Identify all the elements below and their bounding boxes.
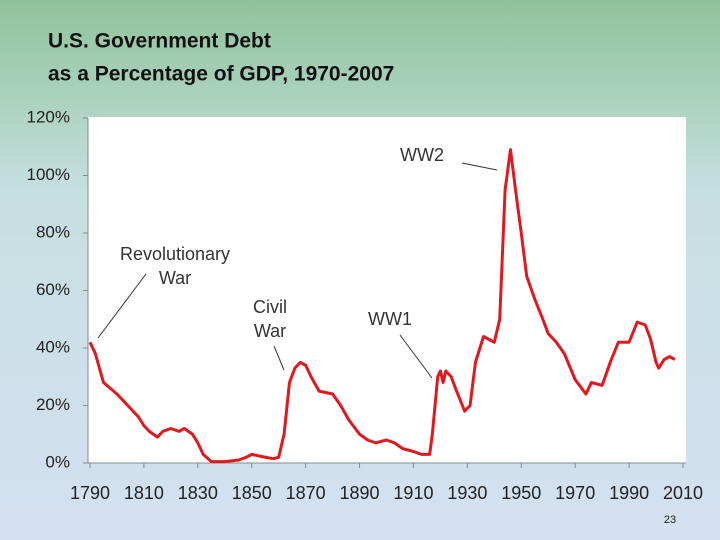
annotation: War [254, 321, 286, 341]
leader-line [97, 273, 147, 339]
y-tick-label: 80% [36, 222, 70, 241]
x-tick-label: 1870 [286, 483, 326, 503]
y-tick-label: 0% [45, 452, 70, 471]
chart-subtitle: as a Percentage of GDP, 1970-2007 [48, 63, 394, 86]
y-tick-label: 40% [36, 337, 70, 356]
annotation: WW1 [368, 309, 412, 329]
y-tick-label: 120% [27, 107, 70, 126]
data-line [88, 148, 676, 464]
x-tick-label: 2010 [663, 483, 703, 503]
leader-line [461, 162, 498, 171]
y-tick-label: 20% [36, 395, 70, 414]
x-tick-label: 1830 [178, 483, 218, 503]
x-tick-label: 1850 [232, 483, 272, 503]
y-tick-label: 60% [36, 280, 70, 299]
x-tick-label: 1990 [609, 483, 649, 503]
x-tick-label: 1910 [393, 483, 433, 503]
x-tick-label: 1810 [124, 483, 164, 503]
x-tick-label: 1790 [70, 483, 110, 503]
x-tick-label: 1890 [340, 483, 380, 503]
annotation: War [159, 268, 191, 288]
leader-line [273, 345, 285, 371]
leader-line [399, 334, 433, 379]
x-tick-label: 1930 [447, 483, 487, 503]
page-number: 23 [664, 514, 676, 526]
plot-area [88, 117, 686, 463]
annotation: Civil [253, 297, 287, 317]
y-tick-label: 100% [27, 165, 70, 184]
x-tick-label: 1950 [501, 483, 541, 503]
annotation: Revolutionary [120, 244, 230, 264]
annotation: WW2 [400, 145, 444, 165]
chart-title: U.S. Government Debt [48, 30, 271, 53]
x-tick-label: 1970 [555, 483, 595, 503]
